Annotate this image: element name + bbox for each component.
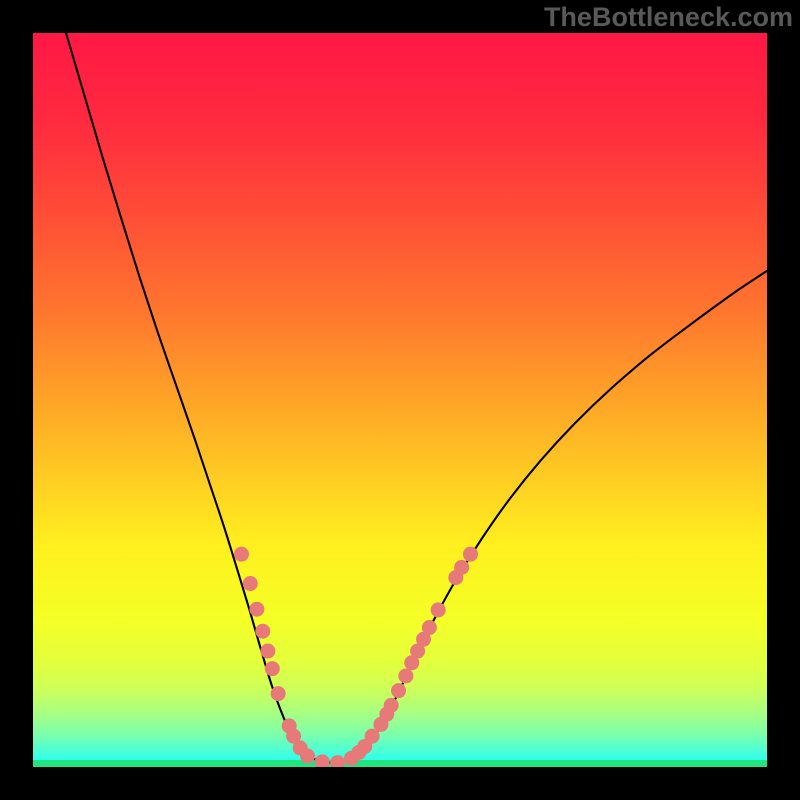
dot-marker	[422, 620, 437, 635]
dot-marker	[391, 683, 406, 698]
watermark-text: TheBottleneck.com	[544, 2, 793, 32]
dot-marker	[463, 547, 478, 562]
dot-marker	[249, 602, 264, 617]
dot-marker	[255, 624, 270, 639]
dot-marker	[265, 661, 280, 676]
chart-canvas: TheBottleneck.com	[0, 0, 800, 800]
dot-marker	[398, 668, 413, 683]
dot-marker	[234, 547, 249, 562]
dot-marker	[260, 644, 275, 659]
dot-marker	[384, 698, 399, 713]
dot-marker	[454, 560, 469, 575]
dot-marker	[300, 748, 315, 763]
plot-background	[33, 33, 767, 767]
green-ground-bar	[33, 760, 767, 767]
dot-marker	[243, 576, 258, 591]
dot-marker	[271, 686, 286, 701]
dot-marker	[431, 602, 446, 617]
